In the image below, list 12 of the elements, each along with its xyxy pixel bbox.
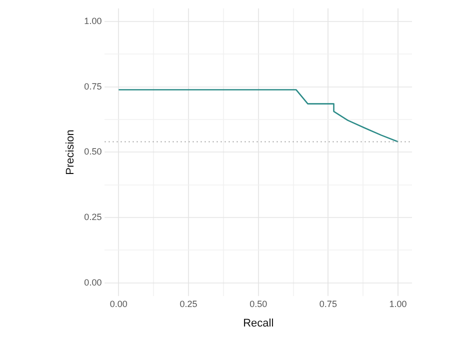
y-tick-label: 0.00 [84, 277, 102, 288]
y-tick-label: 1.00 [84, 16, 102, 26]
y-axis-title: Precision [64, 130, 77, 175]
y-tick-label: 0.50 [84, 146, 102, 157]
y-tick-label: 0.75 [84, 81, 102, 92]
x-tick-label: 0.00 [110, 298, 128, 309]
x-tick-label: 0.50 [250, 298, 268, 309]
x-tick-label: 0.75 [319, 298, 337, 309]
y-tick-label: 0.25 [84, 212, 102, 222]
x-tick-label: 0.25 [180, 298, 198, 309]
x-axis-title: Recall [243, 317, 274, 330]
x-tick-label: 1.00 [389, 298, 407, 309]
